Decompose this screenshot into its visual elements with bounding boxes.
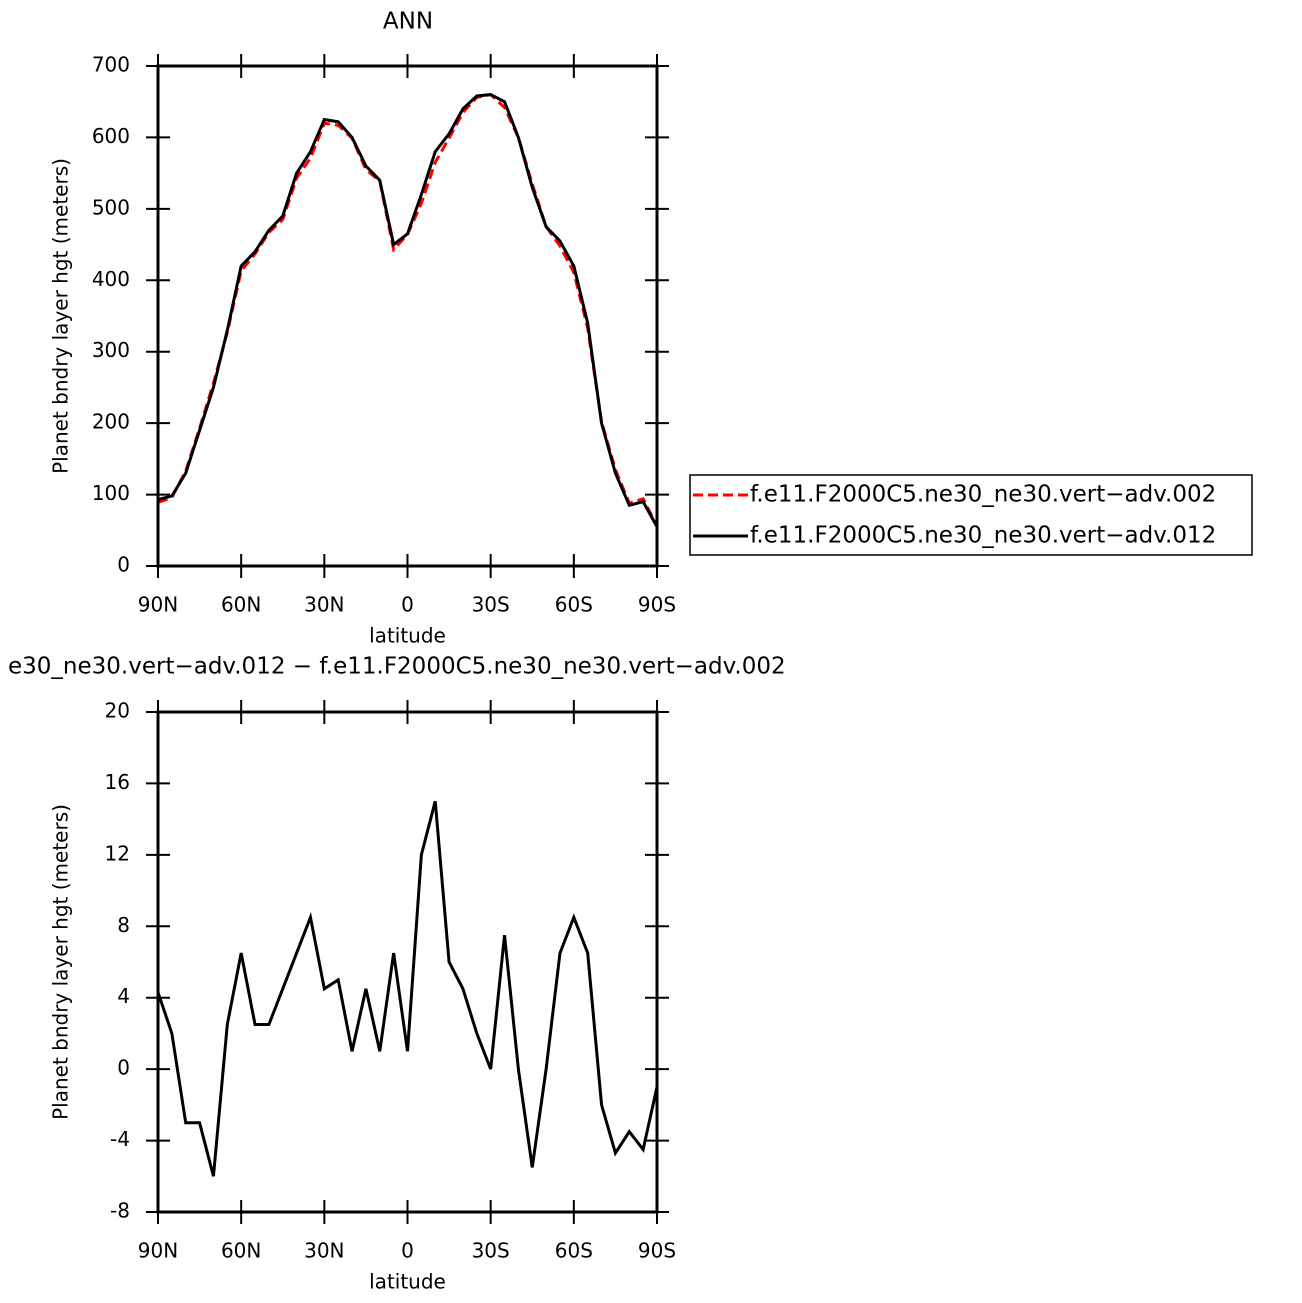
y-tick-label: 500 xyxy=(92,195,130,219)
x-tick-label: 90N xyxy=(138,593,178,617)
x-tick-label: 30S xyxy=(472,1239,510,1263)
x-axis-label: latitude xyxy=(369,1270,446,1294)
data-line xyxy=(158,93,657,528)
y-tick-label: 600 xyxy=(92,124,130,148)
y-tick-label: 200 xyxy=(92,410,130,434)
y-tick-label: 4 xyxy=(117,984,130,1008)
chart-title: e30_ne30.vert−adv.012 − f.e11.F2000C5.ne… xyxy=(8,654,786,680)
y-tick-label: 8 xyxy=(117,913,130,937)
x-tick-label: 60S xyxy=(555,593,593,617)
x-tick-label: 90S xyxy=(638,1239,676,1263)
x-tick-label: 60N xyxy=(221,593,261,617)
plot-frame xyxy=(156,64,659,568)
x-tick-label: 0 xyxy=(401,593,414,617)
y-tick-label: 0 xyxy=(117,553,130,577)
y-tick-label: 12 xyxy=(105,841,130,865)
x-tick-label: 30N xyxy=(304,1239,344,1263)
legend-label: f.e11.F2000C5.ne30_ne30.vert−adv.012 xyxy=(750,523,1216,549)
y-tick-label: 700 xyxy=(92,53,130,77)
x-axis-label: latitude xyxy=(369,624,446,648)
x-tick-label: 30S xyxy=(472,593,510,617)
x-tick-label: 90N xyxy=(138,1239,178,1263)
y-tick-label: 100 xyxy=(92,481,130,505)
y-tick-label: 0 xyxy=(117,1056,130,1080)
y-tick-label: 300 xyxy=(92,338,130,362)
y-tick-label: 16 xyxy=(105,770,130,794)
x-tick-label: 60N xyxy=(221,1239,261,1263)
y-axis-label: Planet bndry layer hgt (meters) xyxy=(49,158,73,474)
chart-title: ANN xyxy=(383,9,433,35)
legend-label: f.e11.F2000C5.ne30_ne30.vert−adv.002 xyxy=(750,482,1216,508)
data-line xyxy=(158,800,657,1177)
legend-box xyxy=(689,474,1253,556)
y-tick-label: -4 xyxy=(110,1127,130,1151)
x-tick-label: 30N xyxy=(304,593,344,617)
x-tick-label: 90S xyxy=(638,593,676,617)
y-tick-label: -8 xyxy=(110,1199,130,1223)
y-tick-label: 400 xyxy=(92,267,130,291)
y-axis-label: Planet bndry layer hgt (meters) xyxy=(49,804,73,1120)
x-tick-label: 60S xyxy=(555,1239,593,1263)
plot-frame xyxy=(156,710,659,1214)
y-tick-label: 20 xyxy=(105,699,130,723)
x-tick-label: 0 xyxy=(401,1239,414,1263)
